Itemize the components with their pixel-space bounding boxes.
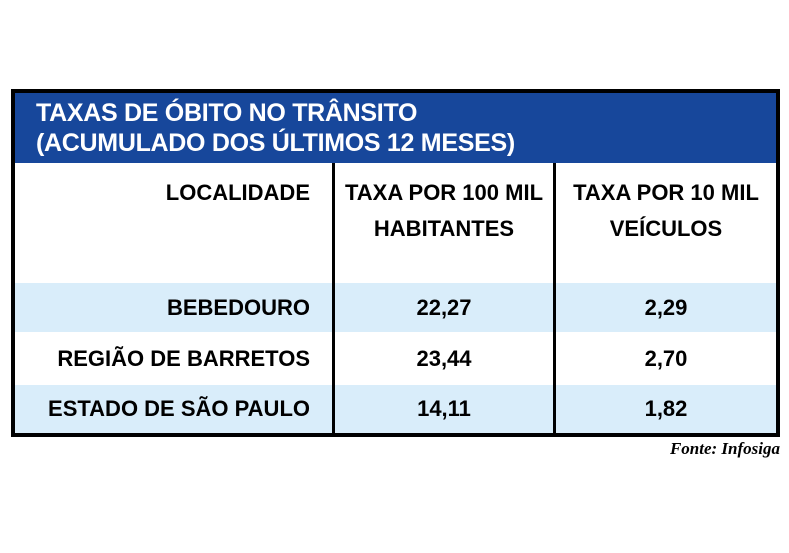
column-header-taxa-100mil: TAXA POR 100 MIL HABITANTES	[332, 163, 553, 283]
column-header-taxa-10mil-line2: VEÍCULOS	[609, 216, 723, 241]
column-header-localidade: LOCALIDADE	[15, 163, 332, 283]
column-header-taxa-100mil-line2: HABITANTES	[373, 216, 515, 241]
figure-title-bar: TAXAS DE ÓBITO NO TRÂNSITO (ACUMULADO DO…	[15, 93, 776, 163]
column-header-taxa-10mil-line1: TAXA POR 10 MIL	[573, 180, 759, 205]
row-regiao-barretos-taxa-10mil: 2,70	[553, 332, 776, 385]
row-bebedouro-taxa-100mil: 22,27	[332, 283, 553, 332]
column-header-taxa-10mil: TAXA POR 10 MIL VEÍCULOS	[553, 163, 776, 283]
row-estado-sao-paulo-taxa-10mil: 1,82	[553, 385, 776, 433]
rates-table: LOCALIDADE TAXA POR 100 MIL HABITANTES T…	[15, 163, 776, 433]
figure-title-line1: TAXAS DE ÓBITO NO TRÂNSITO	[36, 99, 418, 127]
column-header-taxa-100mil-line1: TAXA POR 100 MIL	[344, 180, 544, 205]
column-header-taxa-10mil-lines: TAXA POR 10 MIL VEÍCULOS	[573, 175, 759, 247]
row-bebedouro-taxa-10mil: 2,29	[553, 283, 776, 332]
row-regiao-barretos-taxa-100mil: 23,44	[332, 332, 553, 385]
source-note: Fonte: Infosiga	[669, 439, 780, 458]
column-header-taxa-100mil-lines: TAXA POR 100 MIL HABITANTES	[345, 175, 543, 247]
rates-table-figure: TAXAS DE ÓBITO NO TRÂNSITO (ACUMULADO DO…	[11, 89, 780, 437]
row-regiao-barretos-localidade: REGIÃO DE BARRETOS	[57, 345, 310, 371]
row-estado-sao-paulo-localidade: ESTADO DE SÃO PAULO	[15, 385, 332, 433]
row-bebedouro-localidade: BEBEDOURO	[15, 283, 332, 332]
row-estado-sao-paulo-taxa-100mil: 14,11	[332, 385, 553, 433]
column-header-localidade-lines: LOCALIDADE	[166, 175, 310, 211]
column-header-localidade-line1: LOCALIDADE	[165, 180, 310, 205]
figure-title-line2: (ACUMULADO DOS ÚLTIMOS 12 MESES)	[36, 129, 515, 157]
